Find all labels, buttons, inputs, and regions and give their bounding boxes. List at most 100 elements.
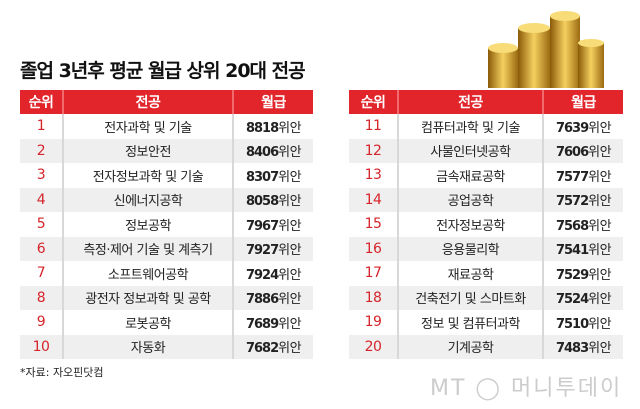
salary-unit: 위안 [588, 194, 612, 210]
salary-value: 7524 [555, 292, 589, 308]
salary-cell: 7524위안 [543, 285, 623, 310]
major-cell: 정보공학 [62, 212, 234, 237]
page-title: 졸업 3년후 평균 월급 상위 20대 전공 [20, 60, 306, 82]
rank-cell: 14 [349, 187, 398, 212]
salary-value: 7577 [555, 169, 589, 185]
salary-value: 7568 [555, 218, 589, 234]
salary-cell: 7886위안 [233, 285, 313, 310]
salary-value: 7483 [555, 341, 589, 357]
salary-unit: 위안 [278, 194, 302, 210]
major-cell: 전자과학 및 기술 [62, 114, 234, 139]
salary-cell: 7639위안 [543, 114, 623, 139]
major-cell: 건축전기 및 스마트화 [397, 285, 544, 310]
major-cell: 정보안전 [62, 138, 234, 163]
major-cell: 재료공학 [397, 261, 544, 286]
table-row: 3 전자정보과학 및 기술 8307위안 [20, 163, 313, 188]
rank-cell: 16 [349, 236, 398, 261]
table-row: 11 컴퓨터과학 및 기술 7639위안 [349, 114, 623, 139]
rank-cell: 15 [364, 216, 382, 233]
salary-cell: 8058위안 [233, 187, 313, 212]
salary-table-left: 순위 전공 월급 1 전자과학 및 기술 8818위안 2 정보안전 8406위안… [20, 90, 313, 359]
salary-cell: 7510위안 [543, 310, 623, 335]
salary-cell: 8307위안 [233, 163, 313, 188]
salary-cell: 7568위안 [543, 212, 623, 237]
salary-value: 7886 [245, 292, 279, 308]
salary-cell: 7682위안 [233, 334, 313, 359]
rank-cell: 4 [20, 187, 63, 212]
salary-value: 8058 [245, 194, 279, 210]
salary-value: 8307 [245, 169, 279, 185]
salary-unit: 위안 [588, 145, 612, 161]
rank-cell: 19 [364, 314, 382, 331]
major-cell: 자동화 [62, 334, 234, 359]
major-cell: 전자정보공학 [397, 212, 544, 237]
major-cell: 광전자 정보과학 및 공학 [62, 285, 234, 310]
header-major: 전공 [397, 90, 544, 114]
rank-cell: 7 [36, 265, 46, 282]
header-rank: 순위 [349, 90, 398, 114]
major-cell: 로봇공학 [62, 310, 234, 335]
salary-value: 8818 [245, 120, 279, 136]
table-row: 18 건축전기 및 스마트화 7524위안 [349, 285, 623, 310]
rank-cell: 18 [349, 285, 398, 310]
table-row: 10 자동화 7682위안 [20, 334, 313, 359]
salary-unit: 위안 [588, 169, 612, 185]
table-row: 5 정보공학 7967위안 [20, 212, 313, 237]
salary-cell: 7541위안 [543, 236, 623, 261]
major-cell: 측정·제어 기술 및 계측기 [62, 236, 234, 261]
rank-cell: 11 [364, 118, 382, 135]
header-salary: 월급 [543, 90, 623, 114]
header-major: 전공 [62, 90, 234, 114]
salary-table-right: 순위 전공 월급 11 컴퓨터과학 및 기술 7639위안 12 사물인터넷공학 … [349, 90, 623, 359]
salary-unit: 위안 [278, 292, 302, 308]
rank-cell: 5 [36, 216, 46, 233]
header-salary: 월급 [233, 90, 313, 114]
salary-unit: 위안 [278, 218, 302, 234]
rank-cell: 8 [20, 285, 63, 310]
salary-cell: 7529위안 [543, 261, 623, 286]
rank-cell: 2 [20, 138, 63, 163]
salary-unit: 위안 [278, 341, 302, 357]
salary-unit: 위안 [588, 292, 612, 308]
salary-cell: 7577위안 [543, 163, 623, 188]
salary-value: 7924 [245, 267, 279, 283]
table-row: 7 소프트웨어공학 7924위안 [20, 261, 313, 286]
rank-cell: 20 [349, 334, 398, 359]
table-row: 2 정보안전 8406위안 [20, 138, 313, 163]
major-cell: 공업공학 [397, 187, 544, 212]
watermark-logo: MT ◯ 머니투데이 [430, 376, 623, 401]
salary-cell: 7924위안 [233, 261, 313, 286]
table-row: 13 금속재료공학 7577위안 [349, 163, 623, 188]
major-cell: 소프트웨어공학 [62, 261, 234, 286]
major-cell: 금속재료공학 [397, 163, 544, 188]
table-row: 1 전자과학 및 기술 8818위안 [20, 114, 313, 139]
table-row: 14 공업공학 7572위안 [349, 187, 623, 212]
salary-value: 7927 [245, 243, 279, 259]
salary-cell: 8818위안 [233, 114, 313, 139]
rank-cell: 12 [349, 138, 398, 163]
table-row: 15 전자정보공학 7568위안 [349, 212, 623, 237]
salary-unit: 위안 [588, 218, 612, 234]
table-row: 9 로봇공학 7689위안 [20, 310, 313, 335]
salary-value: 7639 [555, 120, 589, 136]
salary-value: 7682 [245, 341, 279, 357]
salary-unit: 위안 [278, 169, 302, 185]
rank-cell: 6 [20, 236, 63, 261]
major-cell: 신에너지공학 [62, 187, 234, 212]
salary-cell: 7483위안 [543, 334, 623, 359]
table-row: 8 광전자 정보과학 및 공학 7886위안 [20, 285, 313, 310]
salary-value: 7606 [555, 145, 589, 161]
table-row: 20 기계공학 7483위안 [349, 334, 623, 359]
salary-unit: 위안 [278, 267, 302, 283]
salary-unit: 위안 [588, 243, 612, 259]
salary-unit: 위안 [278, 145, 302, 161]
table-row: 12 사물인터넷공학 7606위안 [349, 138, 623, 163]
salary-unit: 위안 [278, 120, 302, 136]
rank-cell: 13 [364, 167, 382, 184]
salary-cell: 7927위안 [233, 236, 313, 261]
major-cell: 컴퓨터과학 및 기술 [397, 114, 544, 139]
salary-value: 8406 [245, 145, 279, 161]
table-row: 17 재료공학 7529위안 [349, 261, 623, 286]
salary-cell: 7606위안 [543, 138, 623, 163]
rank-cell: 1 [36, 118, 46, 135]
